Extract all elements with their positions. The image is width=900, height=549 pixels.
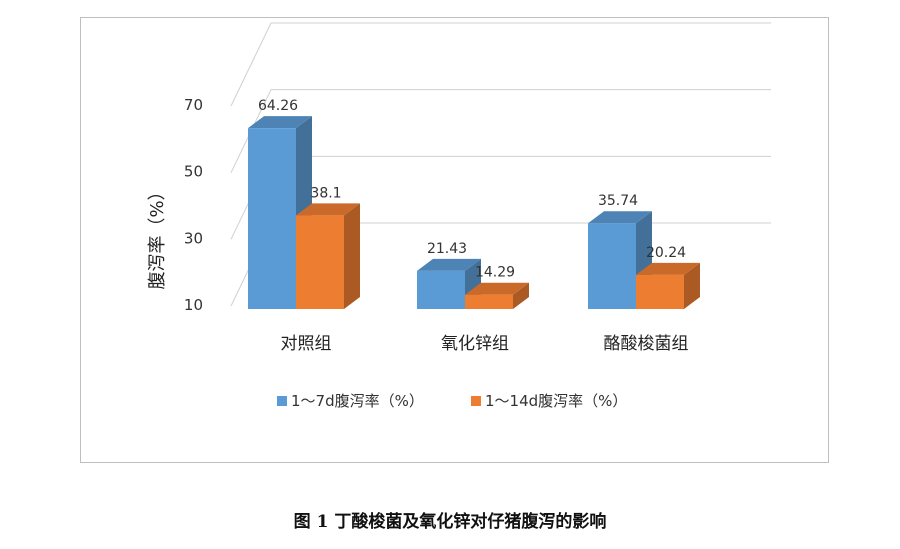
y-tick-label: 70 [184, 96, 203, 114]
data-label: 35.74 [598, 193, 638, 209]
data-label: 14.29 [475, 265, 515, 281]
data-label: 20.24 [646, 245, 686, 261]
bar-side [344, 203, 360, 309]
bar-top [296, 203, 360, 216]
bar-side [513, 282, 529, 309]
bar-top [248, 116, 312, 129]
legend-label: 1～7d腹泻率（%） [291, 392, 424, 410]
y-tick-label: 30 [184, 229, 203, 247]
bar [636, 274, 684, 309]
x-tick-label: 酪酸梭菌组 [604, 334, 689, 354]
legend-swatch [277, 396, 287, 406]
y-tick-label: 50 [184, 163, 203, 181]
gridline-diagonal [230, 22, 272, 107]
data-label: 21.43 [427, 241, 467, 257]
bar [588, 223, 636, 309]
bar-top [588, 211, 652, 224]
x-tick-label: 对照组 [281, 334, 332, 354]
bar [296, 215, 344, 309]
legend-label: 1～14d腹泻率（%） [485, 392, 627, 410]
y-axis-title: 腹泻率（%） [147, 182, 168, 289]
bar [248, 128, 296, 309]
x-tick-label: 氧化锌组 [441, 334, 509, 354]
data-label: 64.26 [258, 98, 298, 114]
legend-swatch [471, 396, 481, 406]
bar-top [465, 282, 529, 295]
chart-frame: 10 30 50 70 腹泻率（%） 64.26 38.1 对照组 21.43 14.29 氧化锌组… [80, 17, 829, 463]
y-tick-label: 10 [184, 296, 203, 314]
figure-caption: 图 1 丁酸梭菌及氧化锌对仔猪腹泻的影响 [293, 512, 607, 532]
bar-chart: 10 30 50 70 腹泻率（%） 64.26 38.1 对照组 21.43 14.29 氧化锌组… [147, 22, 771, 410]
bar-top [636, 262, 700, 275]
bar-side [684, 262, 700, 309]
bar [465, 294, 513, 309]
bar [417, 270, 465, 309]
bar-top [417, 258, 481, 271]
data-label: 38.1 [310, 185, 341, 201]
